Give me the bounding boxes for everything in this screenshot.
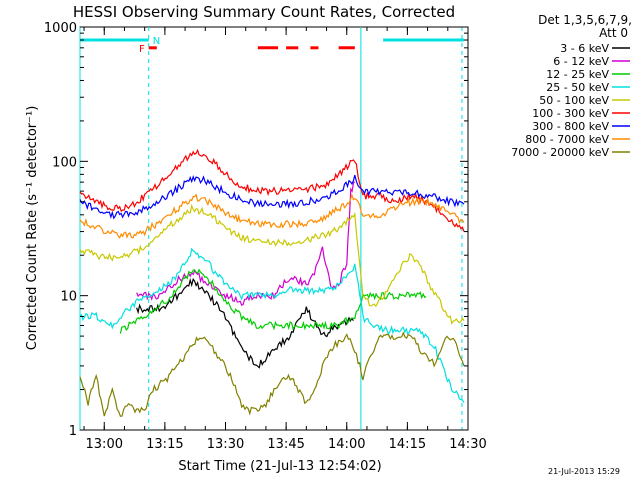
y-tick-label-2: 100 [52, 155, 77, 170]
x-tick-label-4: 14:00 [328, 437, 365, 452]
flag-n-label: N [153, 36, 160, 47]
series-3-line-0 [79, 247, 465, 403]
legend-label-5: 100 - 300 keV [532, 107, 609, 120]
y-tick-label-1: 10 [60, 290, 77, 305]
series-0-line-0 [136, 277, 354, 369]
series-7 [79, 193, 465, 239]
series-2 [119, 268, 427, 334]
series-5 [79, 148, 465, 232]
series-3 [79, 247, 465, 403]
legend-label-4: 50 - 100 keV [539, 94, 609, 107]
legend-label-2: 12 - 25 keV [546, 68, 609, 81]
y-axis-label: Corrected Count Rate (s⁻¹ detector⁻¹) [25, 106, 40, 351]
x-tick-label-3: 13:45 [267, 437, 304, 452]
series-2-line-0 [119, 268, 427, 334]
series-4-line-0 [79, 203, 465, 325]
legend-header-line1: Det 1,3,5,6,7,9, [538, 13, 632, 27]
series-1 [136, 181, 356, 306]
series-1-line-0 [136, 181, 356, 306]
y-tick-label-0: 1 [69, 424, 77, 439]
x-tick-label-1: 13:15 [146, 437, 183, 452]
legend-label-0: 3 - 6 keV [560, 42, 609, 55]
series-6-line-0 [79, 174, 465, 220]
timestamp: 21-Jul-2013 15:29 [548, 467, 620, 476]
series-6 [79, 174, 465, 220]
series-8 [79, 331, 465, 417]
flag-f-label: F [139, 44, 145, 55]
legend-header-line2: Att 0 [599, 26, 628, 40]
legend-label-3: 25 - 50 keV [546, 81, 609, 94]
plot-frame [79, 26, 469, 431]
series-5-line-0 [79, 148, 465, 232]
x-axis-label: Start Time (21-Jul-13 12:54:02) [178, 459, 381, 474]
x-tick-label-6: 14:30 [449, 437, 486, 452]
series-8-line-0 [79, 331, 465, 417]
legend-label-6: 300 - 800 keV [532, 120, 609, 133]
series-0 [136, 277, 354, 369]
legend-label-8: 7000 - 20000 keV [511, 146, 609, 159]
legend-label-7: 800 - 7000 keV [525, 133, 609, 146]
chart-title: HESSI Observing Summary Count Rates, Cor… [73, 3, 455, 21]
series-4 [79, 203, 465, 325]
x-tick-label-2: 13:30 [207, 437, 244, 452]
legend-label-1: 6 - 12 keV [553, 55, 609, 68]
x-tick-label-0: 13:00 [86, 437, 123, 452]
series-7-line-0 [79, 193, 465, 239]
y-tick-label-3: 1000 [44, 21, 77, 36]
x-tick-label-5: 14:15 [389, 437, 426, 452]
